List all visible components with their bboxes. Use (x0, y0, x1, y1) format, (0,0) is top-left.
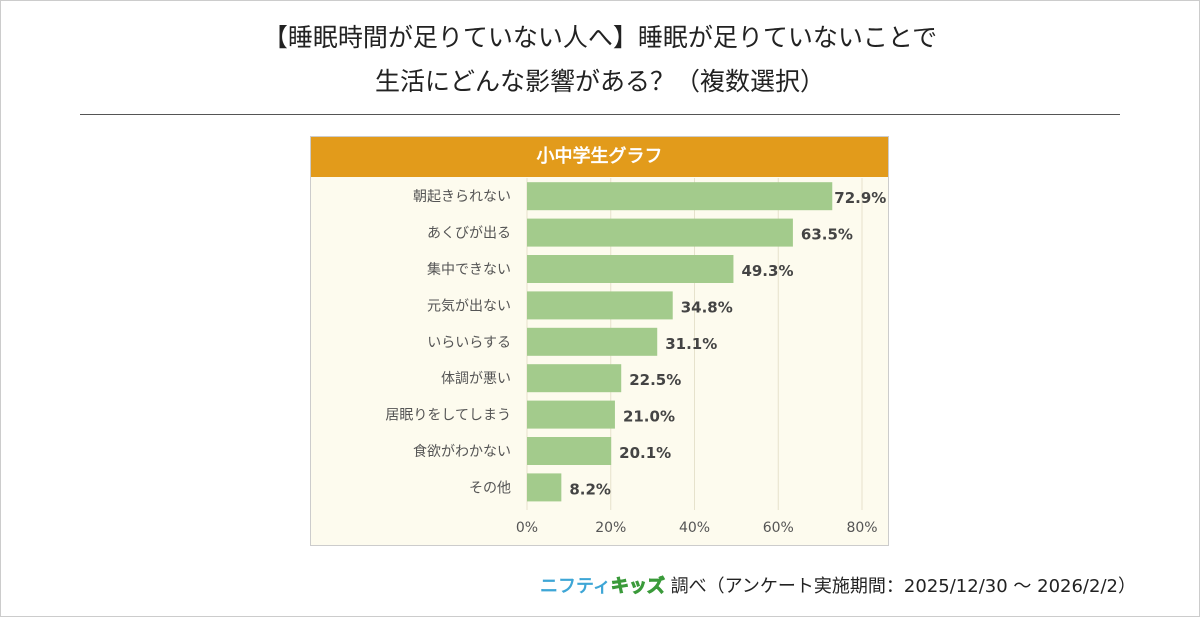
bar (527, 291, 673, 320)
data-label: 49.3% (741, 262, 793, 280)
x-tick-label: 0% (516, 520, 538, 536)
footer-text: 調べ（アンケート実施期間：2025/12/30 ～ 2026/2/2） (670, 576, 1136, 597)
bar (527, 327, 658, 356)
data-label: 72.9% (834, 189, 886, 207)
bar (527, 473, 562, 502)
logo-nifty: ニフティ (540, 576, 611, 597)
bar (527, 182, 833, 211)
data-label: 31.1% (665, 335, 717, 353)
category-label: その他 (469, 480, 511, 496)
title-line-2: 生活にどんな影響がある？（複数選択） (374, 67, 825, 96)
category-label: 朝起きられない (413, 189, 511, 205)
data-label: 20.1% (619, 444, 671, 462)
divider (80, 114, 1120, 115)
category-label: 居眠りをしてしまう (385, 408, 511, 424)
x-tick-label: 80% (846, 520, 877, 536)
footer: ニフティキッズ 調べ（アンケート実施期間：2025/12/30 ～ 2026/2… (540, 572, 1136, 598)
data-label: 8.2% (569, 480, 611, 498)
x-tick-label: 60% (763, 520, 794, 536)
data-label: 21.0% (623, 408, 675, 426)
x-tick-label: 40% (679, 520, 710, 536)
bar (527, 255, 734, 283)
x-tick-label: 20% (595, 520, 626, 536)
category-label: 集中できない (427, 261, 511, 278)
bar (527, 400, 615, 429)
logo-kids: キッズ (610, 576, 665, 598)
bar (527, 218, 793, 247)
data-label: 22.5% (629, 371, 681, 389)
category-label: 体調が悪い (441, 371, 511, 387)
data-label: 34.8% (681, 298, 733, 316)
data-label: 63.5% (801, 226, 853, 244)
bar (527, 364, 622, 393)
category-label: 元気が出ない (427, 298, 511, 314)
category-label: 食欲がわかない (413, 443, 511, 460)
category-label: あくびが出る (427, 226, 511, 242)
bar (527, 437, 612, 465)
category-label: いらいらする (427, 335, 511, 351)
title-line-1: 【睡眠時間が足りていない人へ】睡眠が足りていないことで (262, 23, 938, 52)
panel-title: 小中学生グラフ (311, 137, 888, 177)
